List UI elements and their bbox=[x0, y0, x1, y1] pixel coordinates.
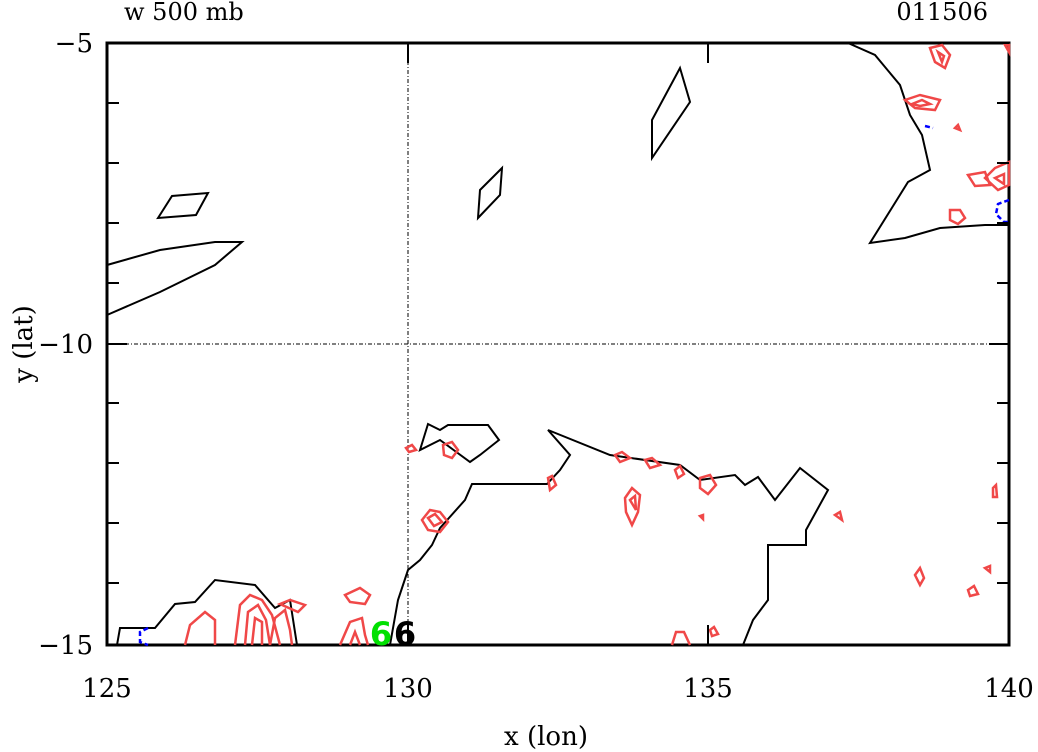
marker-label-black: 6 bbox=[394, 615, 416, 653]
contours-red bbox=[183, 43, 1011, 646]
xtick-label-2: 135 bbox=[683, 674, 733, 704]
contour-black-upper-left-band bbox=[106, 241, 245, 316]
xtick-label-1: 130 bbox=[383, 674, 433, 704]
ytick-label-1: −10 bbox=[38, 330, 93, 360]
ticks bbox=[107, 42, 1009, 646]
contour-black-lower-mid bbox=[389, 429, 830, 646]
contour-black-upper-center bbox=[651, 65, 692, 162]
contour-markers: 6 6 bbox=[370, 615, 416, 653]
contour-black-upper-left-small bbox=[156, 191, 210, 220]
ytick-label-0: −15 bbox=[38, 631, 93, 661]
x-axis-label: x (lon) bbox=[504, 722, 588, 752]
xtick-label-3: 140 bbox=[984, 674, 1034, 704]
ytick-label-2: −5 bbox=[55, 29, 93, 59]
xtick-label-0: 125 bbox=[82, 674, 132, 704]
plot-area: 6 6 bbox=[105, 41, 1011, 653]
y-axis-label: y (lat) bbox=[9, 305, 39, 384]
contour-black-upper-right bbox=[847, 42, 1009, 245]
chart-date-code: 011506 bbox=[896, 0, 988, 26]
marker-label-green: 6 bbox=[370, 615, 392, 653]
contour-black-small-diamond bbox=[476, 165, 504, 221]
contour-black-lower-ridge bbox=[418, 422, 501, 464]
contours-blue bbox=[138, 124, 1010, 647]
chart-title: w 500 mb bbox=[124, 0, 244, 26]
